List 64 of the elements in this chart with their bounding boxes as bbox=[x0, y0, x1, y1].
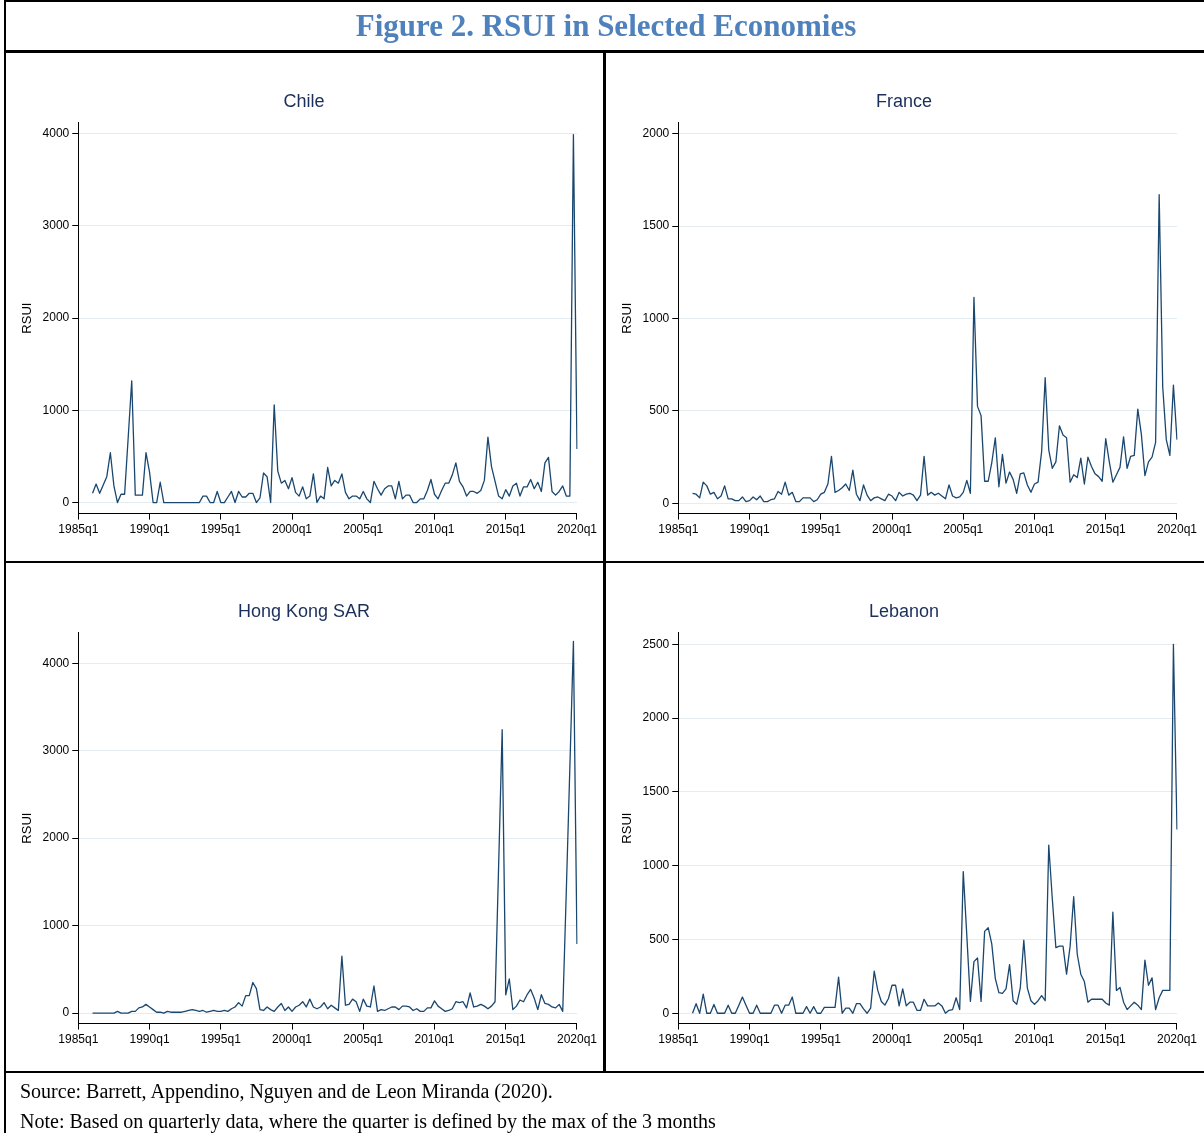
x-tick-label: 2000q1 bbox=[271, 522, 313, 537]
x-tick-label: 2015q1 bbox=[1085, 1032, 1127, 1047]
y-tick-label: 2000 bbox=[642, 126, 670, 140]
x-tick-label: 2000q1 bbox=[871, 1032, 913, 1047]
x-tick-label: 2005q1 bbox=[943, 1032, 984, 1047]
x-tick-label: 1990q1 bbox=[129, 1032, 170, 1047]
chart-title: Lebanon bbox=[868, 600, 940, 621]
source-note: Source: Barrett, Appendino, Nguyen and de Leon Miranda (2020). bbox=[20, 1079, 554, 1103]
x-tick-label: 2020q1 bbox=[1156, 1032, 1198, 1047]
text: Note: Based on quarterly data, where the quarter is defined by the max of the 3 months bbox=[20, 1109, 717, 1133]
x-tick-label: 2000q1 bbox=[271, 1032, 313, 1047]
x-tick-label: 2010q1 bbox=[414, 522, 455, 537]
y-tick-label: 1500 bbox=[642, 784, 670, 799]
y-axis-title: RSUI bbox=[19, 302, 35, 334]
x-tick-label: 1985q1 bbox=[58, 522, 99, 537]
y-tick-label: 2000 bbox=[42, 310, 70, 325]
text: Figure 2. RSUI in Selected Economies bbox=[355, 8, 857, 44]
x-tick-label: 1990q1 bbox=[129, 522, 170, 537]
y-tick-label: 1000 bbox=[42, 402, 70, 417]
x-tick-label: 1995q1 bbox=[800, 522, 842, 537]
x-tick-label: 2015q1 bbox=[485, 1032, 527, 1047]
x-tick-label: 2015q1 bbox=[485, 522, 527, 537]
y-axis-title: RSUI bbox=[19, 812, 35, 844]
y-tick-label: 500 bbox=[649, 403, 670, 418]
y-tick-label: 0 bbox=[662, 495, 670, 510]
y-tick-label: 3000 bbox=[42, 743, 70, 757]
x-tick-label: 1990q1 bbox=[729, 522, 770, 537]
y-tick-label: 2000 bbox=[642, 710, 670, 725]
x-tick-label: 2000q1 bbox=[871, 522, 913, 537]
y-tick-label: 2000 bbox=[42, 830, 70, 845]
y-tick-label: 0 bbox=[62, 1005, 70, 1020]
x-tick-label: 1985q1 bbox=[658, 522, 699, 537]
chart-title: Chile bbox=[283, 90, 325, 111]
y-tick-label: 1000 bbox=[642, 310, 670, 325]
chart-title: Hong Kong SAR bbox=[237, 600, 371, 621]
x-tick-label: 2005q1 bbox=[343, 522, 384, 537]
y-tick-label: 4000 bbox=[42, 655, 70, 670]
x-tick-label: 1995q1 bbox=[200, 1032, 242, 1047]
y-tick-label: 1000 bbox=[642, 858, 670, 873]
x-tick-label: 2020q1 bbox=[556, 1032, 598, 1047]
x-tick-label: 2010q1 bbox=[414, 1032, 455, 1047]
y-tick-label: 4000 bbox=[42, 125, 70, 140]
y-tick-label: 0 bbox=[662, 1005, 670, 1020]
x-tick-label: 2010q1 bbox=[1014, 1032, 1055, 1047]
y-tick-label: 0 bbox=[62, 494, 70, 509]
y-axis-title: RSUI bbox=[619, 302, 635, 334]
x-tick-label: 2005q1 bbox=[943, 522, 984, 537]
x-tick-label: 1995q1 bbox=[800, 1032, 842, 1047]
x-tick-label: 1995q1 bbox=[200, 522, 242, 537]
x-tick-label: 1985q1 bbox=[658, 1032, 699, 1047]
y-tick-label: 2500 bbox=[642, 636, 670, 651]
y-tick-label: 1000 bbox=[42, 917, 70, 932]
x-tick-label: 2010q1 bbox=[1014, 522, 1055, 537]
x-tick-label: 1985q1 bbox=[58, 1032, 99, 1047]
x-tick-label: 1990q1 bbox=[729, 1032, 770, 1047]
y-tick-label: 500 bbox=[649, 931, 670, 946]
chart-title: France bbox=[875, 90, 933, 111]
x-tick-label: 2020q1 bbox=[556, 522, 598, 537]
x-tick-label: 2015q1 bbox=[1085, 522, 1127, 537]
x-tick-label: 2020q1 bbox=[1156, 522, 1198, 537]
x-tick-label: 2005q1 bbox=[343, 1032, 384, 1047]
y-tick-label: 1500 bbox=[642, 218, 670, 233]
y-axis-title: RSUI bbox=[619, 812, 635, 844]
y-tick-label: 3000 bbox=[42, 218, 70, 233]
